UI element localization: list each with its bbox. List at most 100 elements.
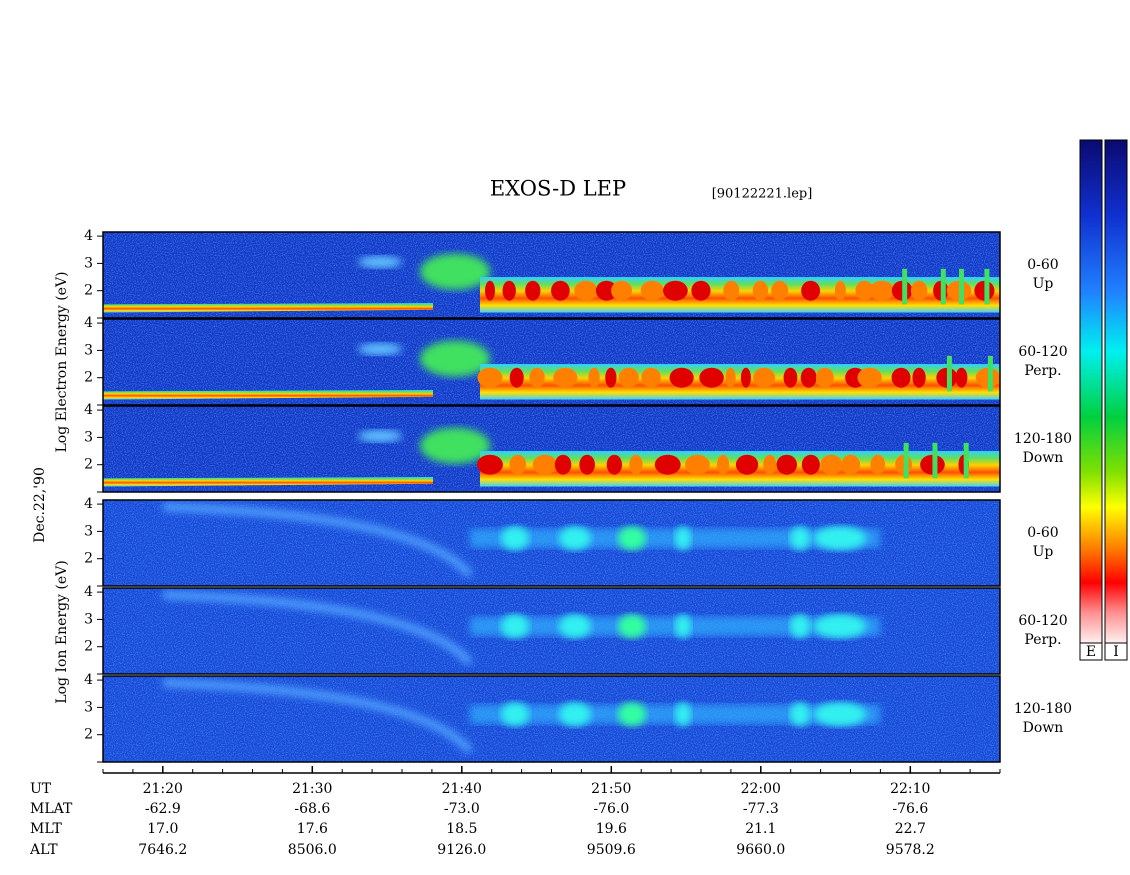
spectrogram bbox=[103, 319, 1000, 405]
y-tick-label: 2 bbox=[84, 639, 93, 655]
panel-frame bbox=[102, 499, 1001, 587]
blob bbox=[420, 427, 490, 464]
blob bbox=[358, 343, 402, 356]
blob bbox=[629, 454, 643, 475]
x-tick-label: 21:30 bbox=[292, 781, 332, 797]
photoelectron-line bbox=[103, 389, 433, 400]
photoelectron-line bbox=[103, 302, 433, 313]
y-tick-label: 3 bbox=[84, 342, 93, 358]
y-tick-label: 4 bbox=[84, 496, 93, 512]
ephemeris-value: -68.6 bbox=[294, 801, 330, 817]
y-tick-label: 2 bbox=[84, 457, 93, 473]
blob bbox=[699, 367, 724, 388]
ephemeris-value: 17.6 bbox=[297, 821, 328, 837]
blob bbox=[800, 367, 817, 388]
y-tick-label: 3 bbox=[84, 523, 93, 539]
spike bbox=[987, 355, 993, 392]
blob bbox=[588, 367, 600, 388]
blob bbox=[641, 367, 661, 388]
blob bbox=[723, 280, 740, 301]
ephemeris-value: -76.0 bbox=[593, 801, 629, 817]
blob bbox=[551, 280, 570, 301]
blob bbox=[477, 367, 503, 388]
x-tick-label: 21:40 bbox=[442, 781, 482, 797]
spectrogram-panel: 2 3 4 0-60 Up bbox=[84, 228, 1059, 319]
y-tick-label: 2 bbox=[84, 370, 93, 386]
blob bbox=[559, 526, 591, 551]
blob bbox=[618, 702, 646, 727]
x-tick-label: 21:50 bbox=[591, 781, 631, 797]
blob bbox=[525, 280, 541, 301]
spike bbox=[958, 268, 964, 305]
y-tick-label: 4 bbox=[84, 228, 93, 244]
blob bbox=[725, 367, 736, 388]
blob bbox=[814, 614, 866, 639]
blob bbox=[559, 702, 591, 727]
panel-range: 0-60 bbox=[1027, 525, 1058, 541]
blob bbox=[509, 454, 527, 475]
blob bbox=[801, 280, 821, 301]
y-tick-label: 3 bbox=[84, 255, 93, 271]
spectrogram bbox=[103, 500, 1000, 586]
blob bbox=[869, 280, 895, 301]
blob bbox=[691, 280, 711, 301]
blob bbox=[815, 367, 834, 388]
blob bbox=[502, 280, 516, 301]
colorbar-label: I bbox=[1113, 644, 1119, 660]
spectrogram bbox=[103, 406, 1000, 492]
blob bbox=[814, 526, 866, 551]
blob bbox=[605, 367, 617, 388]
x-tick-label: 22:00 bbox=[741, 781, 781, 797]
blob bbox=[855, 280, 874, 301]
blob bbox=[554, 454, 572, 475]
panel-range: 120-180 bbox=[1014, 431, 1072, 447]
blob bbox=[675, 526, 691, 551]
panel-frame bbox=[102, 318, 1001, 406]
y-tick-label: 2 bbox=[84, 283, 93, 299]
blob bbox=[753, 367, 776, 388]
blob bbox=[814, 702, 866, 727]
spike bbox=[932, 442, 938, 479]
y-tick-label: 4 bbox=[84, 402, 93, 418]
blob bbox=[790, 526, 810, 551]
blob bbox=[841, 454, 861, 475]
ion-axis-label: Log Ion Energy (eV) bbox=[54, 560, 70, 703]
panel-direction: Up bbox=[1033, 276, 1054, 292]
panel-direction: Down bbox=[1023, 450, 1064, 466]
ephemeris-value: 22.7 bbox=[895, 821, 926, 837]
blob bbox=[595, 280, 618, 301]
ephemeris-value: 8506.0 bbox=[288, 842, 337, 858]
blob bbox=[640, 280, 664, 301]
ephemeris-name: MLT bbox=[30, 821, 62, 837]
panel-frame bbox=[102, 675, 1001, 763]
blob bbox=[420, 340, 490, 377]
arc bbox=[162, 678, 474, 754]
ephemeris-name: UT bbox=[30, 781, 52, 797]
blob bbox=[477, 454, 503, 475]
spectrogram-panel: 2 3 4 120-180 Down bbox=[84, 402, 1072, 493]
blob bbox=[358, 256, 402, 269]
blob bbox=[574, 280, 598, 301]
colorbar-label-box bbox=[1079, 642, 1103, 661]
blob bbox=[685, 454, 710, 475]
blob bbox=[975, 367, 1000, 388]
blob bbox=[358, 430, 402, 443]
electron-axis-label: Log Electron Energy (eV) bbox=[54, 271, 70, 452]
y-tick-label: 4 bbox=[84, 672, 93, 688]
blob bbox=[559, 614, 591, 639]
blob bbox=[529, 367, 545, 388]
blob bbox=[553, 367, 578, 388]
spike bbox=[946, 355, 952, 392]
panel-direction: Down bbox=[1023, 720, 1064, 736]
y-tick-label: 3 bbox=[84, 611, 93, 627]
blob bbox=[783, 367, 798, 388]
blob bbox=[484, 280, 496, 301]
blob bbox=[910, 280, 928, 301]
blob bbox=[654, 454, 681, 475]
panel-range: 0-60 bbox=[1027, 257, 1058, 273]
blob bbox=[716, 454, 730, 475]
ephemeris-value: -62.9 bbox=[145, 801, 181, 817]
blob bbox=[662, 280, 688, 301]
blob bbox=[857, 367, 882, 388]
blob bbox=[579, 454, 595, 475]
